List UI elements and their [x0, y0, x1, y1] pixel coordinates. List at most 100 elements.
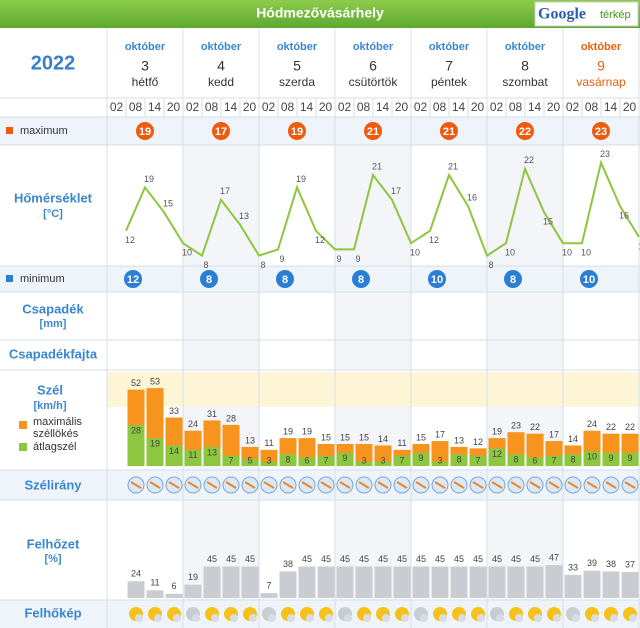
cloud-bar: [222, 566, 240, 598]
hour: 14: [528, 100, 542, 114]
gust-label: 28: [226, 413, 236, 423]
hour: 20: [623, 100, 637, 114]
day-number: 7: [445, 58, 453, 74]
wind-arrow: [282, 481, 294, 489]
hour: 02: [490, 100, 504, 114]
row-label: [°C]: [43, 208, 63, 220]
max-value: 22: [519, 126, 531, 138]
wind-arrow: [168, 481, 180, 489]
gust-label: 17: [435, 429, 445, 439]
cloud-bar: [526, 566, 544, 598]
wind-arrow: [529, 481, 541, 489]
temp-label: 8: [488, 260, 493, 270]
cloud-label: 45: [530, 554, 540, 564]
hour: 14: [604, 100, 618, 114]
hour: 14: [148, 100, 162, 114]
cloud-label: 45: [207, 554, 217, 564]
wind-arrow: [358, 481, 370, 489]
sky-cloud: [401, 614, 409, 622]
avg-label: 3: [437, 455, 442, 465]
gust-label: 22: [625, 422, 635, 432]
avg-bar: [279, 454, 297, 466]
row-label: Csapadékfajta: [9, 346, 98, 361]
temp-label: 12: [125, 235, 135, 245]
cloud-bar: [279, 571, 297, 598]
cloud-label: 47: [549, 552, 559, 562]
cloud-bar: [374, 566, 392, 598]
avg-bar: [336, 452, 354, 466]
avg-label: 12: [492, 449, 502, 459]
avg-label: 14: [169, 446, 179, 456]
temp-label: 19: [296, 174, 306, 184]
avg-bar: [602, 452, 620, 466]
max-value: 19: [291, 126, 303, 138]
gust-label: 19: [492, 426, 502, 436]
cloud-bar: [450, 566, 468, 598]
avg-bar: [507, 454, 525, 466]
min-badge: [428, 270, 446, 288]
hour: 02: [186, 100, 200, 114]
weekday: szerda: [279, 75, 315, 89]
wind-arrow: [263, 481, 275, 489]
sky-cloud: [572, 614, 580, 622]
avg-label: 6: [532, 455, 537, 465]
cloud-label: 37: [625, 559, 635, 569]
sky-cloud: [382, 614, 390, 622]
day-number: 6: [369, 58, 377, 74]
avg-bar: [526, 457, 544, 466]
avg-label: 9: [418, 453, 423, 463]
avg-bar: [355, 461, 373, 466]
month: október: [429, 41, 470, 53]
temp-label: 16: [467, 192, 477, 202]
temp-label: 10: [562, 248, 572, 258]
temp-label: 21: [448, 161, 458, 171]
wind-arrow: [206, 481, 218, 489]
avg-bar: [412, 452, 430, 466]
temp-label: 8: [203, 260, 208, 270]
gust-label: 24: [587, 419, 597, 429]
hour: 14: [224, 100, 238, 114]
cloud-bar: [355, 566, 373, 598]
row-label: Hőmérséklet: [14, 190, 93, 205]
avg-bar: [374, 461, 392, 466]
avg-label: 10: [587, 452, 597, 462]
day-number: 5: [293, 58, 301, 74]
avg-bar: [621, 452, 639, 466]
cloud-bar: [165, 593, 183, 598]
hour: 08: [205, 100, 219, 114]
gust-label: 22: [530, 422, 540, 432]
avg-bar: [431, 461, 449, 466]
month: október: [201, 41, 242, 53]
cloud-bar: [602, 571, 620, 598]
wind-arrow: [415, 481, 427, 489]
cloud-label: 45: [321, 554, 331, 564]
gust-label: 33: [169, 406, 179, 416]
min-value: 12: [127, 274, 139, 286]
gust-bar: [355, 443, 373, 466]
row-label: minimum: [20, 273, 65, 285]
wind-arrow: [396, 481, 408, 489]
avg-label: 28: [131, 425, 141, 435]
avg-bar: [317, 455, 335, 466]
sky-cloud: [458, 614, 466, 622]
sky-cloud: [515, 614, 523, 622]
hour: 20: [243, 100, 257, 114]
cloud-bar: [412, 566, 430, 598]
cloud-bar: [545, 565, 563, 598]
wind-arrow: [548, 481, 560, 489]
map-link[interactable]: [534, 1, 639, 27]
sky-cloud: [192, 614, 200, 622]
max-badge: [212, 122, 230, 140]
max-value: 17: [215, 126, 227, 138]
sky-cloud: [325, 614, 333, 622]
avg-label: 9: [608, 453, 613, 463]
temperature-line: [125, 159, 640, 258]
min-badge: [200, 270, 218, 288]
sky-cloud: [154, 614, 162, 622]
temp-label: 17: [220, 186, 230, 196]
hour: 08: [357, 100, 371, 114]
max-value: 21: [443, 126, 455, 138]
gust-label: 23: [511, 421, 521, 431]
row-label: Szél: [37, 382, 63, 397]
month: október: [125, 41, 166, 53]
